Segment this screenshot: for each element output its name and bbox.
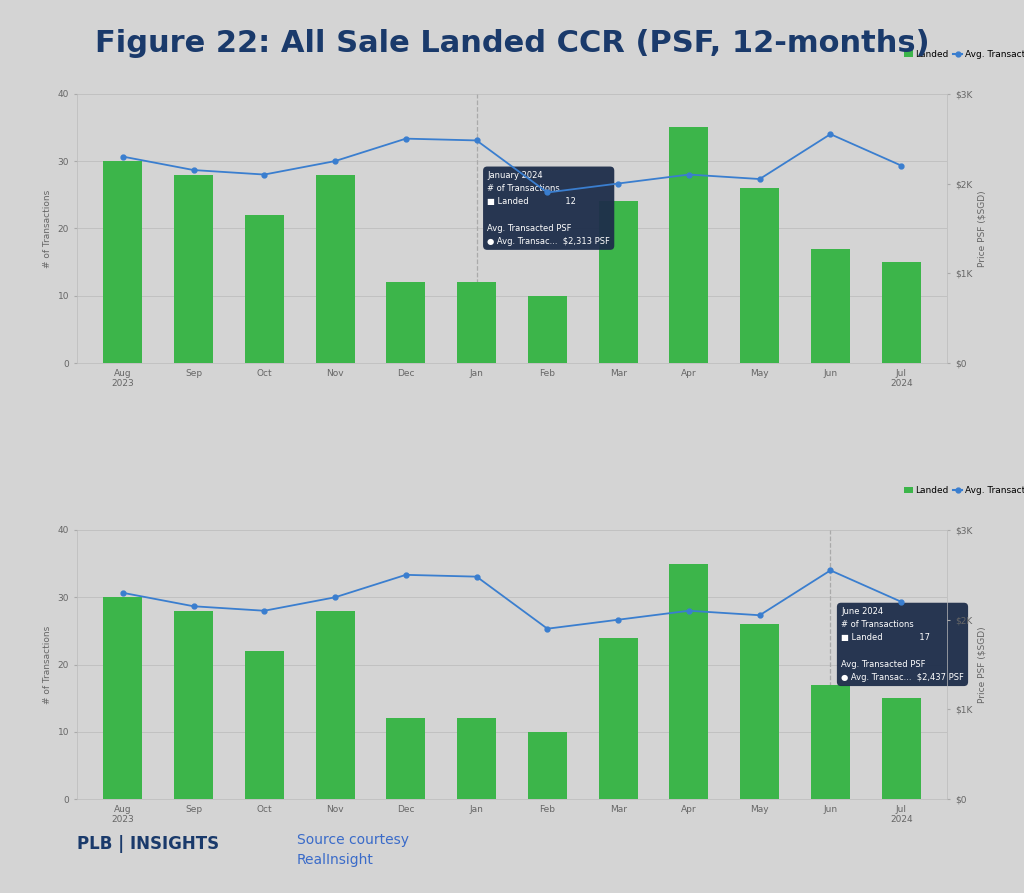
Y-axis label: Price PSF ($SGD): Price PSF ($SGD) [978,626,987,703]
Bar [528,296,567,363]
Y-axis label: # of Transactions: # of Transactions [43,189,52,268]
Bar [386,282,425,363]
Legend: Landed, Avg. Transacted PSF: Landed, Avg. Transacted PSF [904,486,1024,495]
Bar [528,732,567,799]
Bar [386,719,425,799]
Bar [740,624,779,799]
Bar [315,174,354,363]
Bar [245,215,284,363]
Bar [882,698,921,799]
Bar [882,262,921,363]
Text: PLB | INSIGHTS: PLB | INSIGHTS [77,835,219,853]
Bar [457,719,496,799]
Y-axis label: Price PSF ($SGD): Price PSF ($SGD) [978,190,987,267]
Bar [599,202,638,363]
Text: January 2024
# of Transactions
■ Landed              12

Avg. Transacted PSF
● A: January 2024 # of Transactions ■ Landed … [487,171,610,246]
Bar [245,651,284,799]
Bar [811,248,850,363]
Text: Source courtesy
RealInsight: Source courtesy RealInsight [297,833,409,867]
Bar [740,188,779,363]
Bar [174,174,213,363]
Bar [103,161,142,363]
Bar [103,597,142,799]
Bar [315,611,354,799]
Bar [599,638,638,799]
Bar [457,282,496,363]
Bar [811,685,850,799]
Legend: Landed, Avg. Transacted PSF: Landed, Avg. Transacted PSF [904,50,1024,59]
Text: June 2024
# of Transactions
■ Landed              17

Avg. Transacted PSF
● Avg.: June 2024 # of Transactions ■ Landed 17 … [841,607,964,682]
Text: Figure 22: All Sale Landed CCR (PSF, 12-months): Figure 22: All Sale Landed CCR (PSF, 12-… [94,29,930,57]
Bar [670,128,709,363]
Bar [670,563,709,799]
Bar [174,611,213,799]
Y-axis label: # of Transactions: # of Transactions [43,625,52,704]
